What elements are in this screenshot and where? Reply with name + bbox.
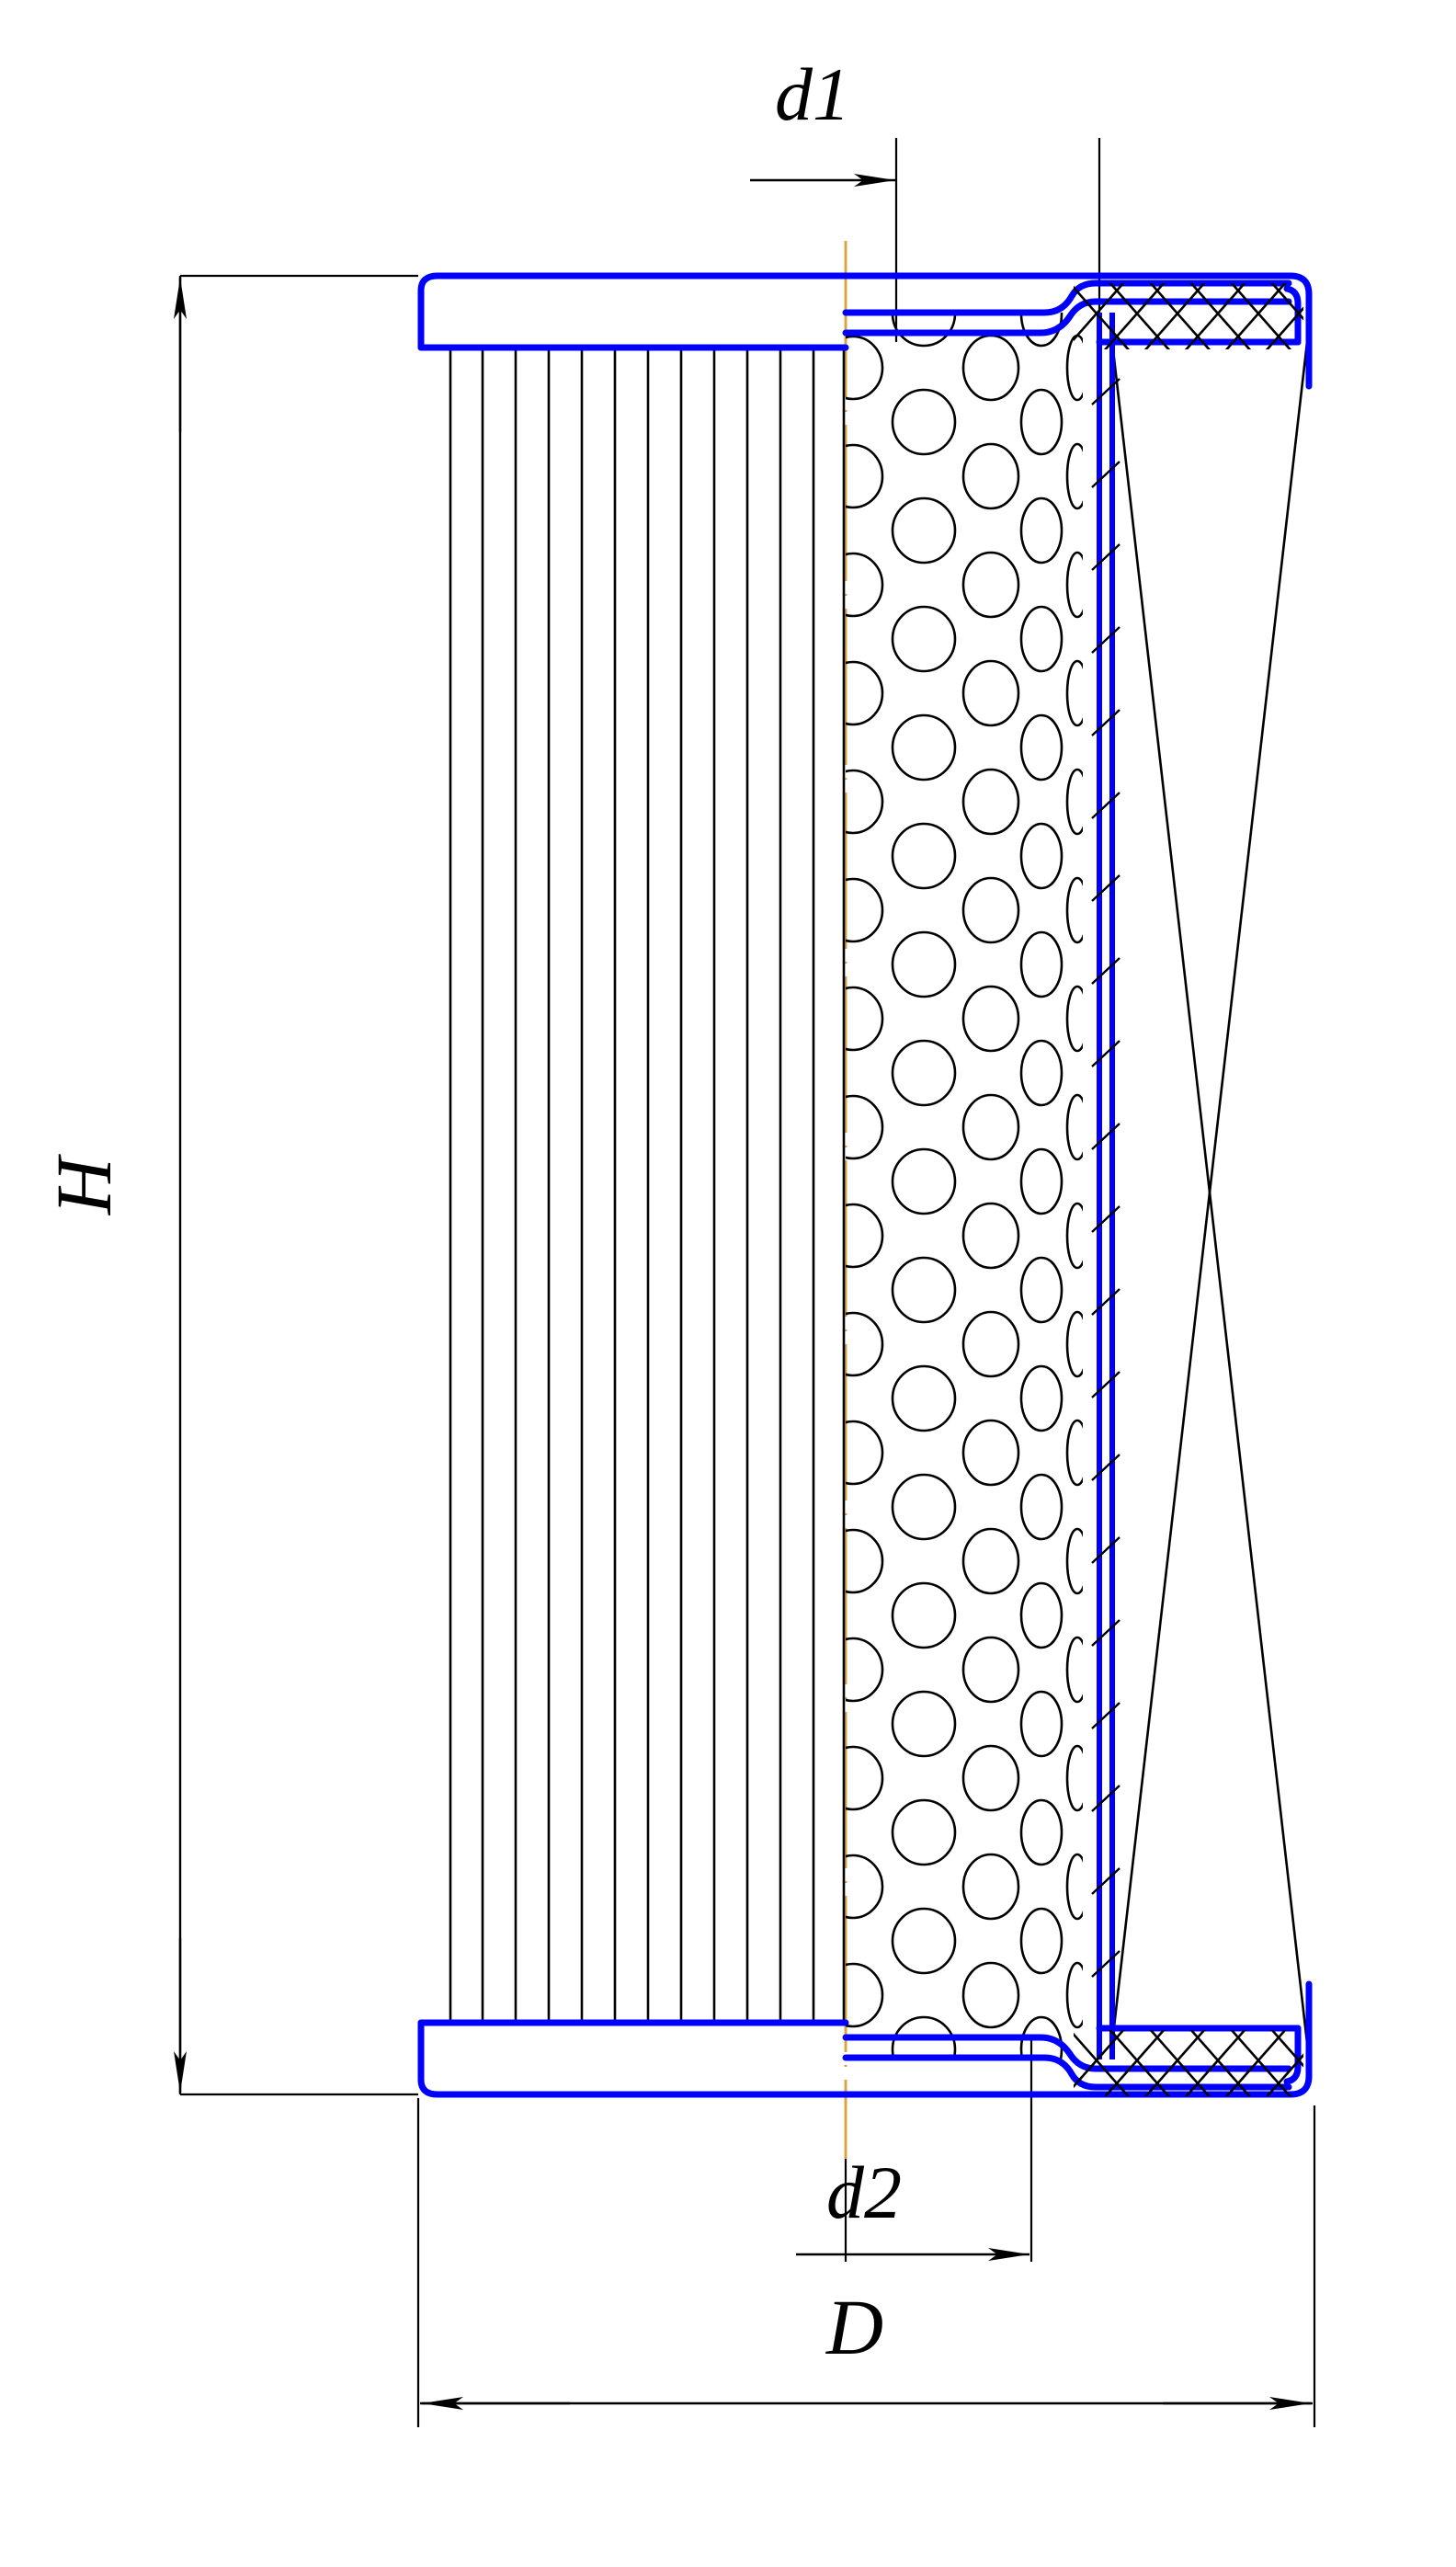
- dimension-d-overall: D: [420, 2283, 1313, 2410]
- perf-col-e: [1065, 334, 1083, 2029]
- perf-col-d: [1019, 313, 1064, 2059]
- dimension-label-d2: d2: [826, 2151, 902, 2234]
- perf-col-a: [846, 335, 884, 2028]
- perf-col-b: [891, 313, 957, 2059]
- bottom-cap-outer-profile: [417, 1980, 1313, 2098]
- inner-core-crossing-lines: [1110, 341, 1309, 2044]
- core-x-line-b: [1110, 341, 1309, 2044]
- bottom-cap-right-inner: [1283, 2025, 1302, 2085]
- bottom-cap-seal-hatch: [1074, 2030, 1303, 2096]
- pleated-filter-media: [449, 348, 846, 2025]
- top-cap-right-inner: [1283, 285, 1302, 346]
- dimension-label-h: H: [40, 1154, 128, 1215]
- top-cap-seal-hatch: [1074, 283, 1303, 349]
- dimension-d2: d2: [796, 2151, 1029, 2261]
- top-cap-step-lower: [842, 298, 1292, 337]
- bottom-cap-step-lower: [842, 2054, 1292, 2091]
- dimension-d1: d1: [750, 52, 895, 187]
- witness-lines: [180, 138, 1316, 2427]
- top-cap-outer-profile: [417, 272, 1313, 390]
- perf-col-c: [961, 334, 1020, 2029]
- dimension-label-d: D: [825, 2283, 883, 2371]
- dimension-label-d1: d1: [775, 52, 850, 136]
- core-tube-wall: [1091, 313, 1120, 2059]
- perforated-support-tube: [846, 313, 1083, 2059]
- top-cap-step-upper: [842, 280, 1292, 316]
- dimension-h: H: [40, 276, 187, 2094]
- core-wall-hatch-ticks: [1091, 378, 1120, 1978]
- top-end-cap: [417, 272, 1313, 390]
